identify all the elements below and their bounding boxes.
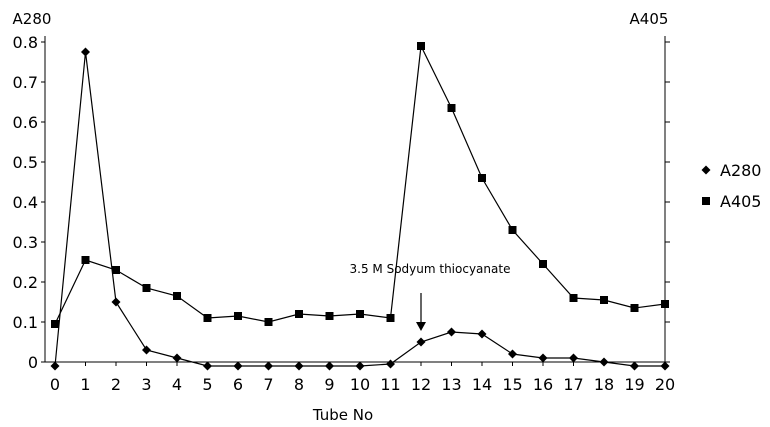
data-point-a280: [264, 361, 273, 371]
x-tick-label: 10: [350, 375, 370, 394]
legend-label-a280: A280: [720, 161, 761, 180]
data-point-a280: [477, 329, 487, 339]
data-point-a280: [50, 361, 60, 371]
data-point-a405: [325, 312, 334, 320]
x-tick-label: 18: [594, 375, 614, 394]
x-tick-label: 14: [472, 375, 492, 394]
data-point-a405: [661, 300, 669, 308]
data-point-a280: [172, 353, 182, 363]
data-point-a405: [81, 256, 90, 264]
data-point-a405: [234, 312, 242, 320]
data-point-a280: [508, 349, 517, 359]
chart-labels: 00.10.20.30.40.50.60.70.80 1 2 3 4 5 6 7 8 9 10 11 1…: [13, 10, 762, 424]
data-point-a280: [660, 361, 670, 371]
x-tick-label: 4: [172, 375, 182, 394]
data-point-a405: [112, 266, 120, 274]
x-tick-label: 3: [141, 375, 151, 394]
left-y-tick-label: 0.4: [13, 193, 38, 212]
data-point-a405: [203, 314, 212, 322]
series-line-a280: [54, 51, 665, 367]
data-point-a405: [600, 296, 608, 304]
x-tick-label: 0: [50, 375, 60, 394]
data-point-a405: [569, 294, 578, 302]
data-point-a405: [417, 42, 425, 50]
data-point-a405: [264, 318, 273, 326]
x-tick-label: 12: [411, 375, 431, 394]
axes: [41, 36, 670, 366]
data-point-a280: [447, 327, 456, 337]
data-point-a405: [295, 310, 303, 318]
left-y-tick-label: 0.8: [13, 33, 38, 52]
left-y-tick-label: 0.6: [13, 113, 38, 132]
data-point-a280: [599, 357, 609, 367]
annotation-text: 3.5 M Sodyum thiocyanate: [350, 262, 511, 276]
x-tick-label: 20: [655, 375, 675, 394]
data-point-a280: [630, 361, 639, 371]
data-point-a280: [386, 359, 395, 369]
legend-label-a405: A405: [720, 192, 761, 211]
left-y-tick-label: 0.2: [13, 273, 38, 292]
x-tick-label: 2: [111, 375, 121, 394]
data-point-a280: [81, 47, 90, 57]
legend-marker-a405: [702, 197, 710, 205]
data-point-a405: [508, 226, 517, 234]
x-tick-label: 6: [233, 375, 243, 394]
x-tick-label: 8: [294, 375, 304, 394]
series-lines: [50, 42, 670, 371]
x-tick-label: 13: [441, 375, 461, 394]
data-point-a280: [538, 353, 548, 363]
data-point-a280: [203, 361, 212, 371]
data-point-a280: [355, 361, 365, 371]
data-point-a280: [569, 353, 578, 363]
data-point-a405: [386, 314, 395, 322]
data-point-a280: [325, 361, 334, 371]
data-point-a405: [142, 284, 151, 292]
left-y-tick-label: 0.7: [13, 73, 38, 92]
x-tick-label: 11: [380, 375, 400, 394]
data-point-a405: [51, 320, 59, 328]
left-y-tick-label: 0.5: [13, 153, 38, 172]
data-point-a405: [630, 304, 639, 312]
data-point-a405: [539, 260, 547, 268]
data-point-a280: [142, 345, 151, 355]
left-y-tick-label: 0: [28, 353, 38, 372]
legend-marker-a280: [701, 165, 711, 175]
data-point-a405: [173, 292, 181, 300]
right-axis-title: A405: [630, 10, 669, 28]
x-tick-label: 17: [563, 375, 583, 394]
x-axis-title: Tube No: [312, 406, 373, 424]
annotation-arrow-head: [416, 322, 426, 331]
left-y-tick-label: 0.3: [13, 233, 38, 252]
data-point-a280: [294, 361, 304, 371]
data-point-a405: [478, 174, 486, 182]
data-point-a280: [416, 337, 426, 347]
x-tick-label: 15: [502, 375, 522, 394]
data-point-a280: [233, 361, 243, 371]
left-y-tick-label: 0.1: [13, 313, 38, 332]
x-tick-label: 5: [202, 375, 212, 394]
data-point-a405: [447, 104, 456, 112]
data-point-a280: [111, 297, 121, 307]
left-axis-title: A280: [13, 10, 52, 28]
x-tick-label: 7: [263, 375, 273, 394]
series-line-a405: [54, 43, 666, 325]
x-tick-label: 19: [624, 375, 644, 394]
x-tick-label: 1: [80, 375, 90, 394]
data-point-a405: [356, 310, 364, 318]
x-tick-label: 9: [324, 375, 334, 394]
x-tick-label: 16: [533, 375, 553, 394]
